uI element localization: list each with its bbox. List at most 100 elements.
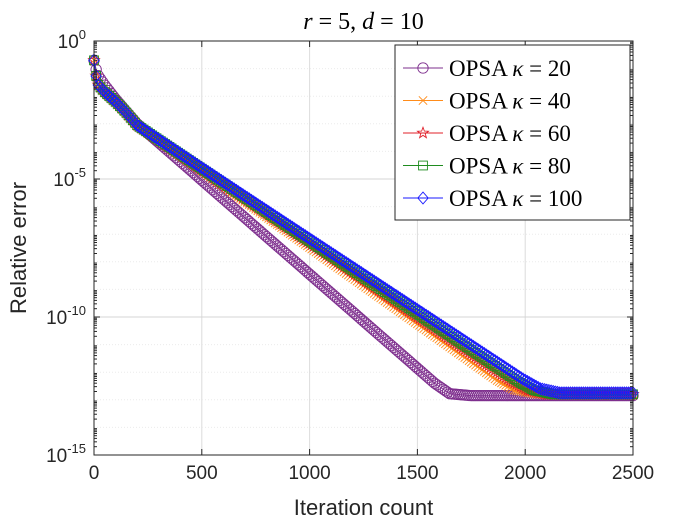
data-point bbox=[329, 291, 342, 303]
data-point bbox=[392, 345, 404, 357]
data-point bbox=[381, 336, 393, 348]
legend-item: OPSA κ = 100 bbox=[403, 186, 582, 211]
data-point bbox=[239, 212, 251, 224]
data-point bbox=[217, 193, 230, 205]
data-point bbox=[357, 315, 370, 327]
y-tick-label: 10-15 bbox=[46, 441, 86, 467]
legend: OPSA κ = 20 OPSA κ = 40 OPSA κ = 60 OPSA κ … bbox=[394, 44, 631, 221]
data-point bbox=[334, 294, 346, 307]
x-tick-label: 1000 bbox=[288, 463, 330, 484]
data-point bbox=[396, 349, 408, 361]
data-point bbox=[407, 358, 419, 371]
x-tick-label: 2500 bbox=[612, 463, 654, 484]
data-point bbox=[336, 296, 348, 309]
title-d-value: = 10 bbox=[374, 9, 424, 35]
legend-marker bbox=[416, 125, 430, 139]
data-point bbox=[377, 332, 389, 344]
series-layer bbox=[87, 53, 640, 402]
data-point bbox=[536, 382, 549, 396]
data-point bbox=[405, 356, 417, 369]
legend-item: OPSA κ = 20 bbox=[403, 56, 571, 81]
data-point bbox=[280, 247, 292, 260]
legend-item: OPSA κ = 80 bbox=[403, 154, 571, 179]
x-tick-label: 2000 bbox=[504, 463, 546, 484]
data-point bbox=[375, 330, 387, 342]
data-point bbox=[362, 319, 374, 331]
data-point bbox=[232, 206, 245, 218]
data-point bbox=[234, 208, 247, 220]
data-point bbox=[222, 197, 234, 209]
data-point bbox=[243, 215, 255, 228]
data-point bbox=[342, 302, 355, 314]
data-point bbox=[256, 227, 268, 239]
data-point bbox=[275, 244, 288, 256]
y-tick-label: 100 bbox=[58, 27, 86, 53]
data-point bbox=[538, 383, 551, 397]
data-point bbox=[237, 210, 249, 222]
data-point bbox=[260, 230, 273, 243]
data-point bbox=[297, 262, 309, 275]
data-point bbox=[388, 341, 400, 354]
data-point bbox=[364, 321, 376, 333]
data-point bbox=[262, 232, 275, 245]
data-point bbox=[325, 287, 337, 299]
data-point bbox=[258, 229, 270, 241]
data-point bbox=[265, 234, 277, 247]
y-tick-label: 10-10 bbox=[46, 303, 86, 329]
data-point bbox=[284, 251, 296, 263]
data-point bbox=[497, 378, 506, 388]
data-point bbox=[416, 366, 428, 378]
data-point bbox=[540, 383, 553, 397]
data-point bbox=[278, 245, 290, 258]
data-point bbox=[306, 270, 318, 282]
data-point bbox=[351, 309, 363, 322]
data-point bbox=[622, 386, 635, 400]
y-tick-label: 10-5 bbox=[53, 165, 86, 191]
data-point bbox=[252, 223, 264, 235]
data-point bbox=[383, 338, 396, 350]
data-point bbox=[418, 368, 430, 380]
data-point bbox=[545, 384, 557, 398]
title-d: d bbox=[362, 9, 375, 35]
x-axis-label: Iteration count bbox=[294, 495, 433, 520]
data-point bbox=[499, 379, 509, 389]
data-point bbox=[344, 304, 357, 316]
legend-label: OPSA κ = 60 bbox=[449, 121, 571, 146]
data-point bbox=[409, 360, 421, 372]
data-point bbox=[250, 221, 262, 233]
data-point bbox=[372, 328, 385, 341]
data-point bbox=[347, 306, 359, 318]
data-point bbox=[420, 370, 432, 382]
data-point bbox=[308, 272, 320, 284]
data-point bbox=[360, 317, 372, 329]
data-point bbox=[385, 339, 398, 352]
legend-box bbox=[394, 44, 631, 221]
data-point bbox=[534, 382, 547, 396]
data-point bbox=[403, 355, 415, 367]
data-point bbox=[241, 214, 253, 226]
data-point bbox=[209, 185, 221, 198]
data-point bbox=[547, 384, 560, 399]
data-point bbox=[273, 242, 286, 254]
data-point bbox=[295, 261, 307, 273]
data-point bbox=[319, 281, 331, 294]
data-point bbox=[247, 219, 260, 231]
data-point bbox=[291, 257, 303, 269]
data-point bbox=[370, 326, 383, 339]
data-point bbox=[625, 386, 637, 400]
x-tick-label: 500 bbox=[186, 463, 218, 484]
data-point bbox=[368, 324, 380, 337]
x-tick-label: 1500 bbox=[396, 463, 438, 484]
data-point bbox=[349, 308, 361, 320]
data-point bbox=[340, 300, 352, 312]
data-point bbox=[226, 200, 238, 213]
data-point bbox=[299, 264, 311, 277]
legend-item: OPSA κ = 60 bbox=[403, 121, 571, 146]
legend-marker bbox=[418, 160, 428, 171]
data-point bbox=[230, 204, 242, 216]
data-point bbox=[390, 343, 402, 356]
data-point bbox=[394, 347, 406, 359]
data-point bbox=[204, 182, 217, 194]
plot-frame bbox=[93, 40, 634, 456]
